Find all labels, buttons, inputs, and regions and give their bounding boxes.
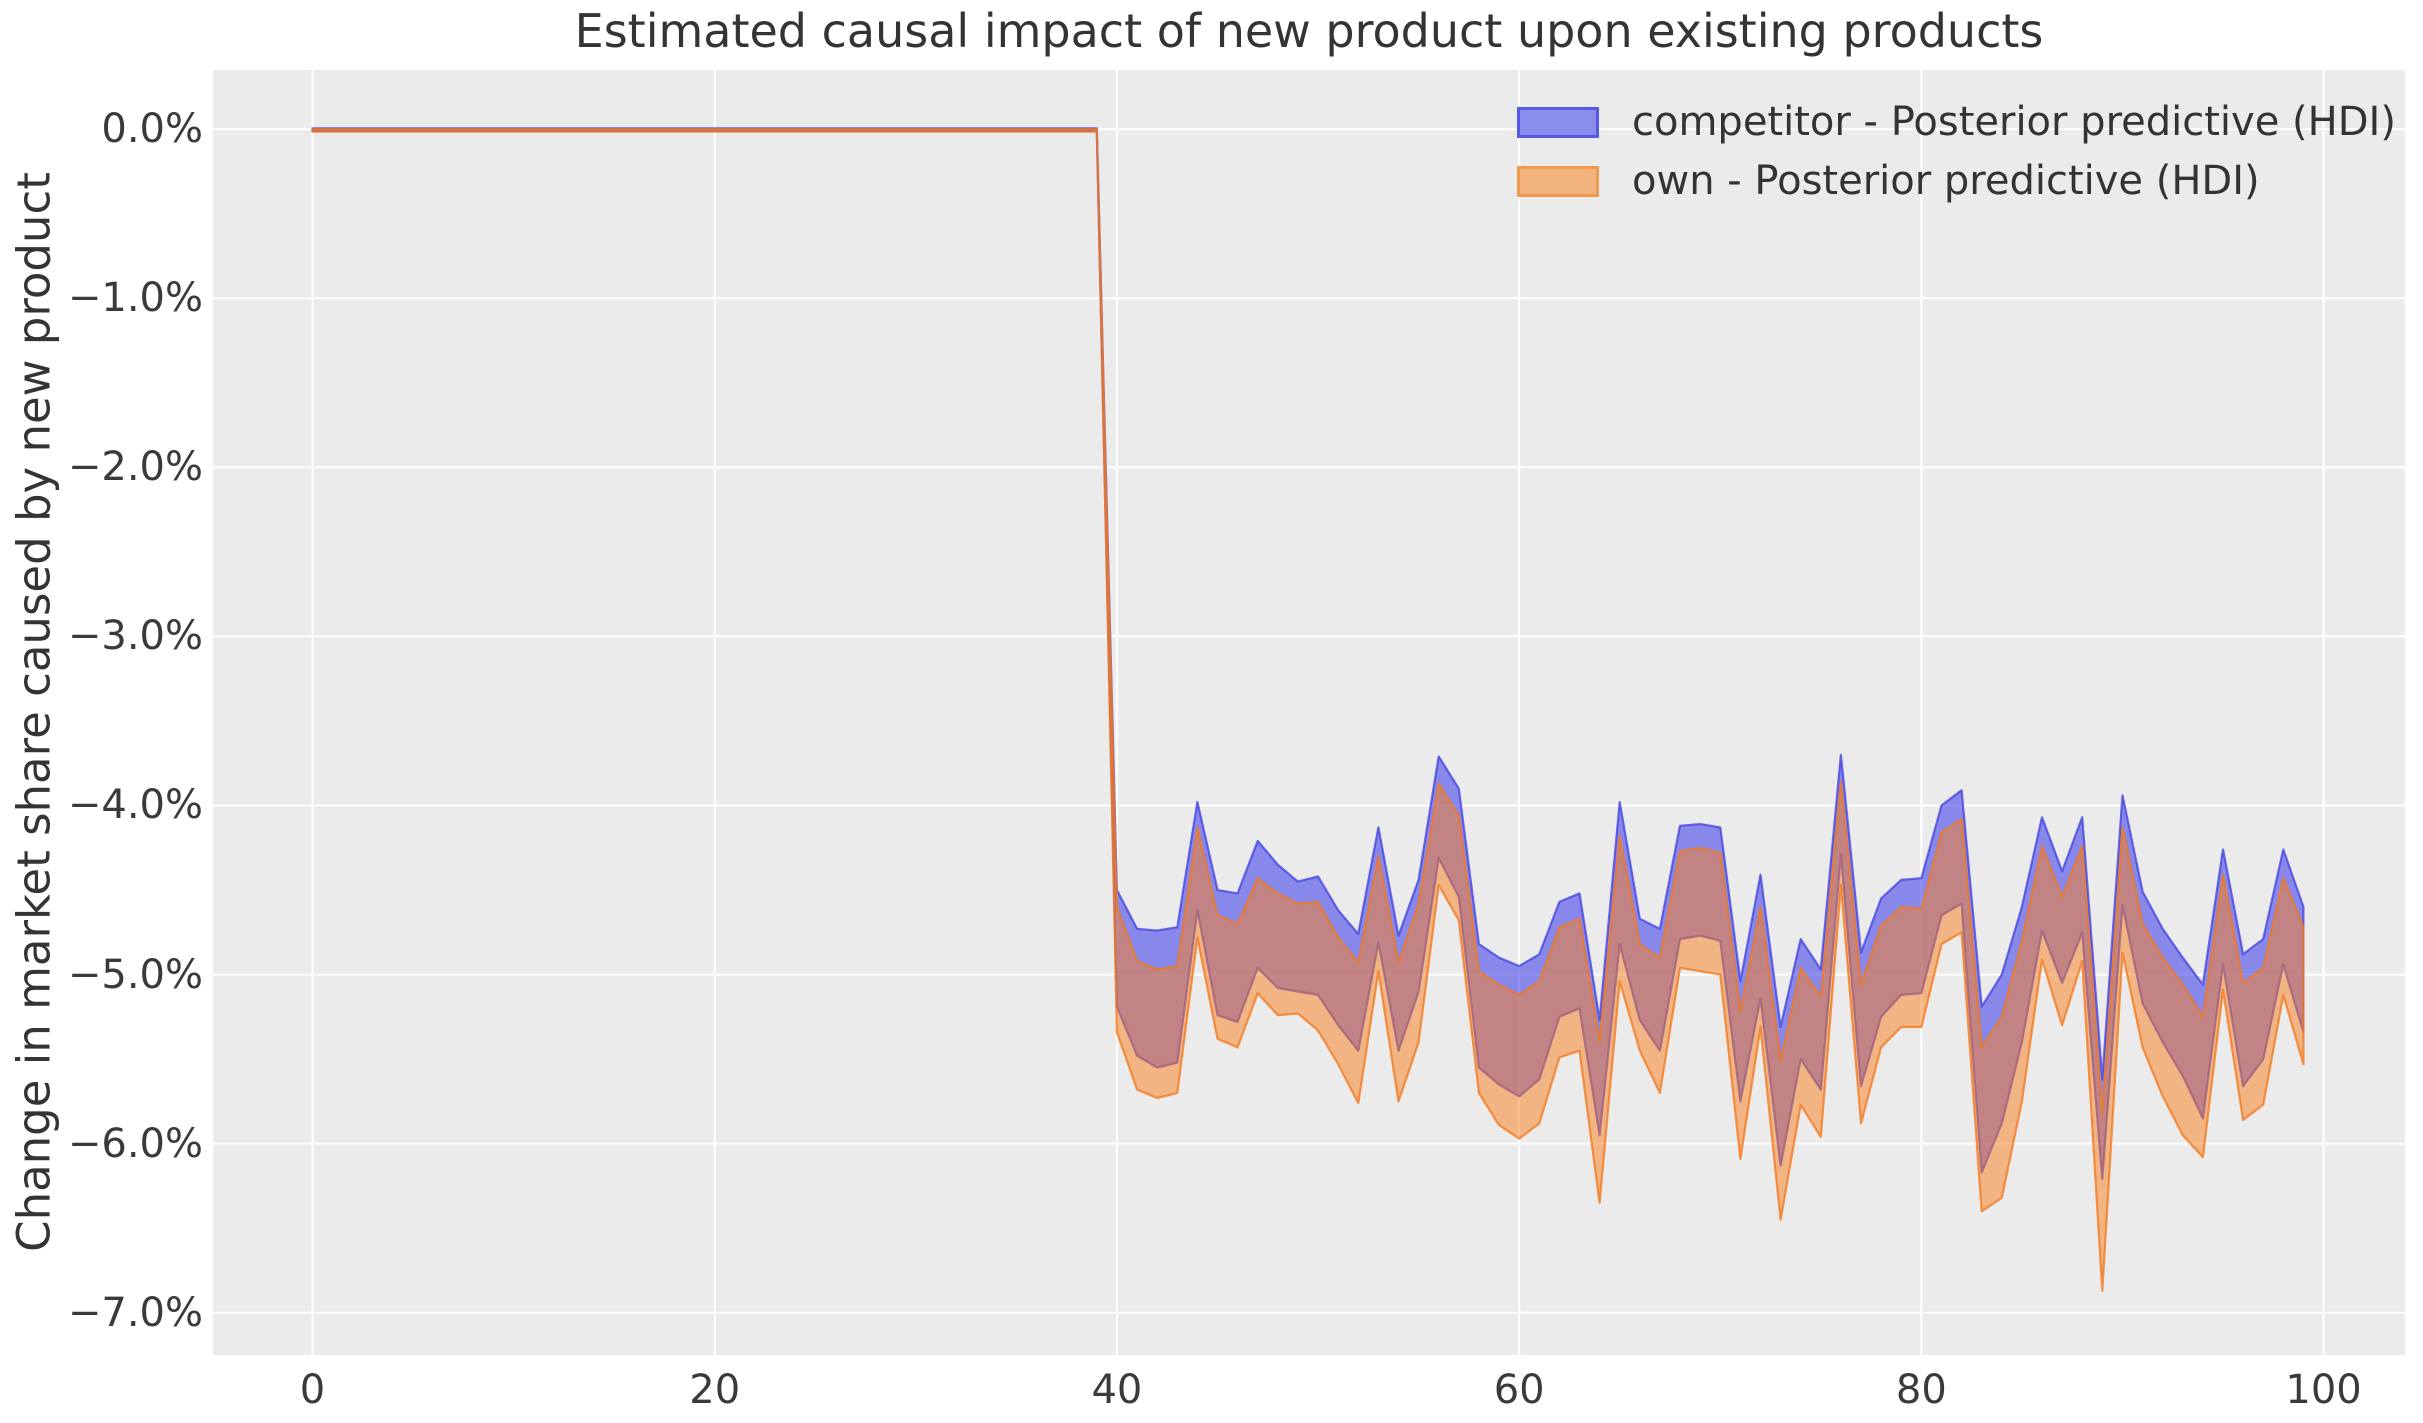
legend-item-competitor: competitor - Posterior predictive (HDI)	[1517, 99, 2396, 145]
y-tick-label: −6.0%	[67, 1120, 203, 1167]
legend-label-own: own - Posterior predictive (HDI)	[1632, 158, 2260, 204]
x-tick-label: 60	[1493, 1367, 1545, 1413]
chart-title: Estimated causal impact of new product u…	[574, 4, 2044, 58]
y-axis-label: Change in market share caused by new pro…	[7, 172, 61, 1252]
y-tick-label: −5.0%	[67, 951, 203, 998]
y-tick-label: −1.0%	[67, 275, 203, 322]
own-band-swatch-icon	[1517, 166, 1599, 197]
legend-label-competitor: competitor - Posterior predictive (HDI)	[1632, 99, 2396, 145]
y-tick-label: −7.0%	[67, 1289, 203, 1336]
y-tick-label: −3.0%	[67, 613, 203, 660]
x-tick-label: 20	[689, 1367, 741, 1413]
plot-area	[213, 70, 2405, 1355]
competitor-band-swatch-icon	[1517, 107, 1599, 138]
y-tick-label: −4.0%	[67, 782, 203, 829]
x-tick-label: 80	[1895, 1367, 1947, 1413]
legend-item-own: own - Posterior predictive (HDI)	[1517, 158, 2396, 204]
hdi-band-plot	[213, 70, 2405, 1355]
y-tick-label: 0.0%	[101, 106, 203, 153]
legend: competitor - Posterior predictive (HDI) …	[1517, 99, 2396, 226]
x-tick-label: 40	[1091, 1367, 1143, 1413]
x-tick-label: 0	[299, 1367, 326, 1413]
hdi-band-own	[311, 128, 2305, 1292]
y-tick-label: −2.0%	[67, 444, 203, 491]
x-tick-label: 100	[2285, 1367, 2362, 1413]
